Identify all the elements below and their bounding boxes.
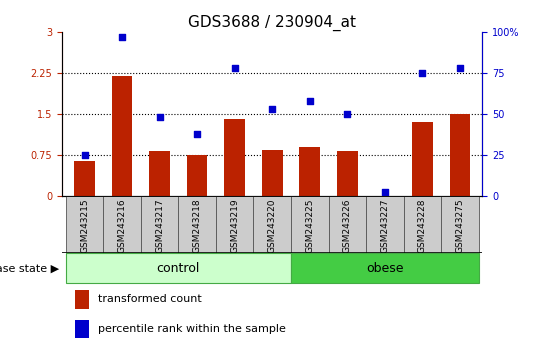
Bar	[66, 253, 291, 283]
Point	[306, 98, 314, 104]
Text: GSM243227: GSM243227	[381, 198, 389, 253]
Bar	[291, 253, 479, 283]
Text: GSM243220: GSM243220	[268, 198, 277, 253]
Text: GSM243215: GSM243215	[80, 198, 89, 253]
Bar	[299, 147, 320, 196]
Bar	[74, 320, 89, 338]
Bar	[291, 196, 328, 253]
Point	[418, 70, 427, 76]
Bar	[178, 196, 216, 253]
Bar	[253, 196, 291, 253]
Bar	[441, 196, 479, 253]
Bar	[149, 152, 170, 196]
Bar	[412, 122, 433, 196]
Bar	[262, 150, 282, 196]
Bar	[141, 196, 178, 253]
Point	[268, 107, 277, 112]
Text: transformed count: transformed count	[98, 294, 202, 304]
Point	[455, 65, 464, 71]
Bar	[450, 114, 470, 196]
Text: GSM243216: GSM243216	[118, 198, 127, 253]
Point	[118, 34, 126, 40]
Text: percentile rank within the sample: percentile rank within the sample	[98, 324, 286, 334]
Text: GSM243225: GSM243225	[305, 198, 314, 253]
Point	[80, 153, 89, 158]
Text: GSM243228: GSM243228	[418, 198, 427, 253]
Text: disease state ▶: disease state ▶	[0, 263, 59, 273]
Bar	[216, 196, 253, 253]
Title: GDS3688 / 230904_at: GDS3688 / 230904_at	[188, 14, 356, 30]
Point	[381, 189, 389, 194]
Bar	[328, 196, 366, 253]
Bar	[74, 161, 95, 196]
Point	[230, 65, 239, 71]
Bar	[112, 76, 133, 196]
Text: GSM243219: GSM243219	[230, 198, 239, 253]
Bar	[404, 196, 441, 253]
Text: control: control	[157, 262, 200, 275]
Bar	[366, 196, 404, 253]
Bar	[103, 196, 141, 253]
Point	[343, 111, 351, 117]
Text: GSM243217: GSM243217	[155, 198, 164, 253]
Point	[155, 115, 164, 120]
Text: GSM243275: GSM243275	[455, 198, 465, 253]
Bar	[66, 196, 103, 253]
Point	[193, 131, 202, 137]
Bar	[337, 152, 357, 196]
Text: GSM243226: GSM243226	[343, 198, 352, 253]
Bar	[187, 155, 208, 196]
Text: obese: obese	[366, 262, 404, 275]
Bar	[74, 290, 89, 309]
Bar	[224, 119, 245, 196]
Text: GSM243218: GSM243218	[192, 198, 202, 253]
